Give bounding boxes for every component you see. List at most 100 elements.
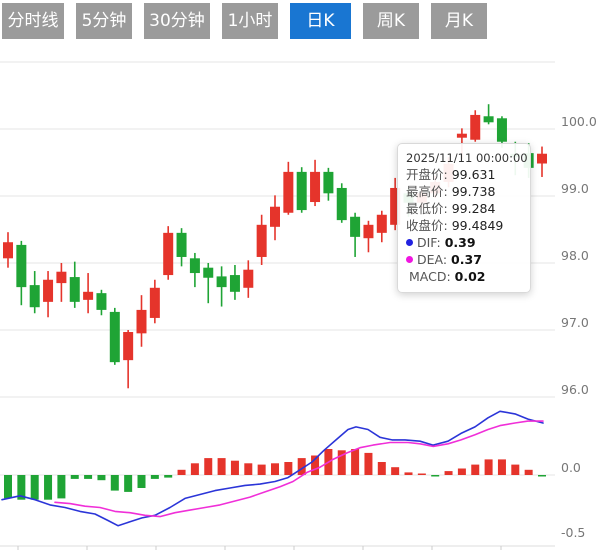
candle-body (470, 114, 481, 140)
macd-axis-label: -0.5 (561, 525, 585, 540)
candle-body (203, 267, 214, 278)
tab-3[interactable]: 30分钟 (144, 3, 210, 39)
macd-bar (177, 469, 186, 475)
candle-body (29, 285, 40, 308)
macd-bar (297, 458, 306, 475)
candle-body (283, 171, 294, 213)
price-axis-label: 99.0 (561, 181, 589, 196)
tab-6[interactable]: 周K (363, 3, 419, 39)
candle-body (176, 232, 187, 257)
macd-bar (311, 455, 320, 475)
candle-body (270, 206, 280, 227)
macd-bar (471, 464, 480, 475)
macd-bar (284, 462, 293, 475)
macd-bar (244, 463, 253, 475)
macd-bar (204, 458, 213, 475)
tab-2[interactable]: 5分钟 (76, 3, 132, 39)
dea-dot-icon (406, 256, 413, 263)
macd-bar (70, 475, 79, 479)
dea-line (54, 420, 544, 518)
ohlc-tooltip: 2025/11/11 00:00:00 开盘价: 99.631 最高价: 99.7… (397, 143, 531, 293)
tooltip-rows: 开盘价: 99.631 最高价: 99.738 最低价: 99.284 收盘价: 99… (406, 166, 522, 285)
candle-body (456, 133, 467, 138)
macd-bar (431, 475, 440, 477)
macd-bar (337, 450, 346, 475)
candle-body (363, 224, 374, 239)
macd-bar (538, 475, 546, 477)
tooltip-price-row: 最低价: 99.284 (406, 201, 496, 216)
candle-body (16, 244, 27, 288)
macd-axis-label: 0.0 (561, 460, 581, 475)
candle-body (310, 171, 321, 203)
macd-bar (457, 468, 466, 475)
price-axis-label: 96.0 (561, 382, 589, 397)
tab-5[interactable]: 日K (290, 3, 351, 39)
price-axis-label: 97.0 (561, 315, 589, 330)
macd-bar (137, 475, 146, 488)
candle-body (123, 332, 134, 361)
macd-bar (150, 475, 159, 479)
tab-7[interactable]: 月K (431, 3, 487, 39)
candle-body (256, 224, 267, 257)
candle-body (243, 269, 254, 288)
macd-bar (404, 472, 413, 475)
candle-body (96, 293, 107, 310)
candle-body (83, 291, 94, 300)
tooltip-indicator-row-dea: DEA: 0.37 (406, 251, 522, 268)
candle-body (376, 214, 387, 233)
macd-bar (364, 452, 373, 475)
candle-body (496, 118, 507, 142)
tooltip-indicator-row-dif: DIF: 0.39 (406, 234, 522, 251)
candle-body (390, 187, 401, 225)
macd-axis: 0.0 -0.5 (0, 460, 585, 550)
price-axis-label: 98.0 (561, 248, 589, 263)
candle-body (336, 187, 347, 221)
macd-bar (17, 475, 26, 500)
candle-body (56, 271, 67, 284)
macd-bar (257, 464, 266, 475)
macd-bar (230, 460, 239, 475)
macd-bar (190, 463, 199, 475)
price-axis-label: 100.0 (561, 114, 597, 129)
candle-body (189, 258, 200, 274)
tab-1[interactable]: 分时线 (2, 3, 64, 39)
tooltip-price-row: 最高价: 99.738 (406, 184, 496, 199)
tooltip-datetime: 2025/11/11 00:00:00 (406, 151, 528, 165)
candle-body (483, 116, 494, 123)
candle-body (323, 171, 334, 194)
macd-bar (524, 469, 533, 475)
tooltip-price-row: 收盘价: 99.4849 (406, 218, 504, 233)
candle-body (537, 153, 547, 164)
macd-bar (351, 449, 360, 475)
candle-body (109, 311, 120, 363)
macd-bar (377, 462, 386, 475)
macd-bar (110, 475, 119, 491)
candle-body (163, 232, 174, 276)
macd-bar (4, 475, 12, 499)
tab-4[interactable]: 1小时 (222, 3, 278, 39)
dif-dot-icon (406, 239, 413, 246)
macd-bar (30, 475, 39, 500)
macd-histogram (4, 449, 546, 500)
tooltip-indicator-row-macd: MACD: 0.02 (409, 269, 486, 284)
candle-body (69, 277, 80, 302)
macd-bar (271, 463, 279, 475)
macd-bar (124, 475, 133, 492)
timeframe-tabbar: 分时线 5分钟 30分钟 1小时 日K 周K 月K (2, 3, 499, 39)
candle-body (350, 216, 361, 237)
macd-bar (217, 458, 226, 475)
candle-body (216, 276, 227, 288)
dif-line (1, 410, 544, 527)
macd-bar (497, 459, 506, 475)
macd-bar (511, 464, 520, 475)
macd-bar (84, 475, 93, 479)
candle-body (296, 171, 307, 211)
candle-body (229, 275, 240, 292)
macd-bar (484, 459, 493, 475)
macd-bar (97, 475, 106, 481)
macd-bar (57, 475, 66, 499)
candle-body (43, 279, 54, 302)
macd-bar (164, 475, 173, 478)
candle-body (3, 242, 13, 259)
